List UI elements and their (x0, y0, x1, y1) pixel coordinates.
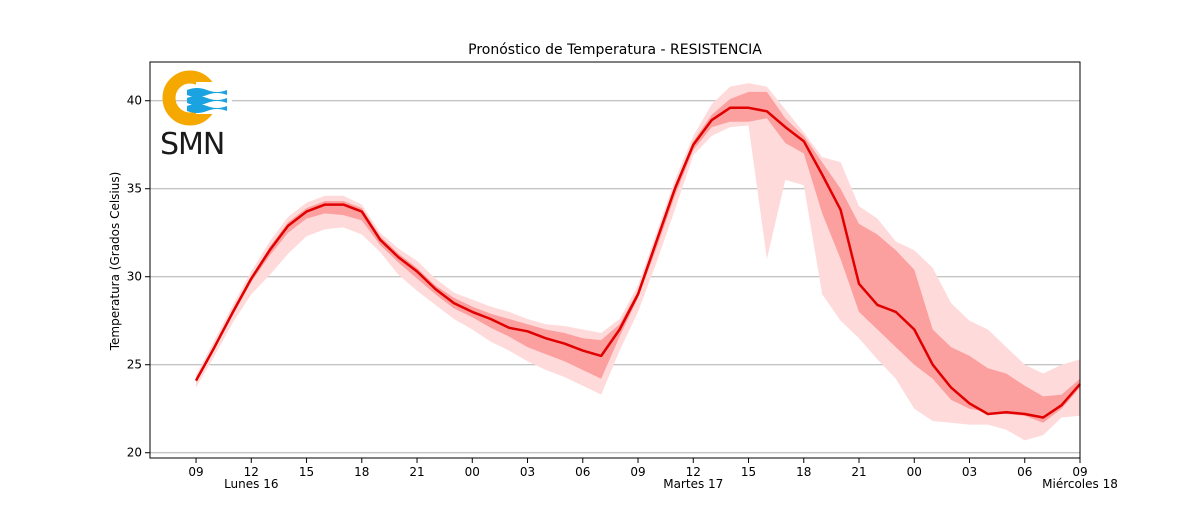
smn-logo-wave-icon (187, 88, 227, 97)
y-tick-label: 40 (127, 94, 142, 108)
y-axis: 20 25 30 35 40 (127, 94, 150, 460)
x-tick-label: 21 (851, 465, 866, 479)
inner-band-area (196, 91, 1080, 423)
x-day-label: Lunes 16 (224, 477, 278, 491)
x-tick-label: 03 (520, 465, 535, 479)
y-tick-label: 20 (127, 446, 142, 460)
median-line (194, 106, 1081, 419)
smn-logo: SMN (160, 70, 232, 162)
x-tick-label: 12 (244, 465, 259, 479)
y-axis-label: Temperatura (Grados Celsius) (108, 172, 122, 352)
x-tick-label: 00 (465, 465, 480, 479)
x-tick-label: 09 (630, 465, 645, 479)
y-tick-label: 30 (127, 270, 142, 284)
x-tick-label: 03 (962, 465, 977, 479)
x-tick-label: 09 (1072, 465, 1087, 479)
y-tick-label: 35 (127, 182, 142, 196)
x-day-label: Martes 17 (663, 477, 723, 491)
x-tick-label: 18 (354, 465, 369, 479)
plot-frame (149, 61, 1081, 459)
x-day-label: Miércoles 18 (1042, 477, 1118, 491)
y-tick-label: 25 (127, 358, 142, 372)
uncertainty-bands (196, 83, 1080, 441)
x-tick-label: 15 (741, 465, 756, 479)
x-tick-label: 00 (907, 465, 922, 479)
x-tick-label: 09 (188, 465, 203, 479)
x-tick-label: 06 (575, 465, 590, 479)
x-tick-label: 06 (1017, 465, 1032, 479)
x-tick-label: 12 (686, 465, 701, 479)
chart-title: Pronóstico de Temperatura - RESISTENCIA (468, 42, 762, 58)
smn-logo-text: SMN (160, 127, 224, 162)
x-tick-label: 18 (796, 465, 811, 479)
smn-logo-wave-icon (187, 104, 227, 113)
median-series (194, 106, 1081, 419)
smn-logo-wave-icon (187, 96, 227, 105)
x-tick-label: 15 (299, 465, 314, 479)
x-tick-label: 21 (409, 465, 424, 479)
x-axis: 09 12 15 18 21 00 03 06 09 12 15 18 21 00 03 06 09 Lunes … (188, 458, 1118, 491)
